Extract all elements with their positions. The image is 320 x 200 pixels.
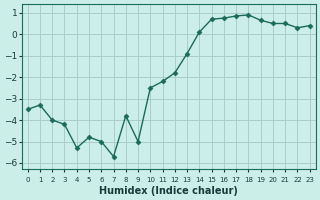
X-axis label: Humidex (Indice chaleur): Humidex (Indice chaleur) xyxy=(99,186,238,196)
